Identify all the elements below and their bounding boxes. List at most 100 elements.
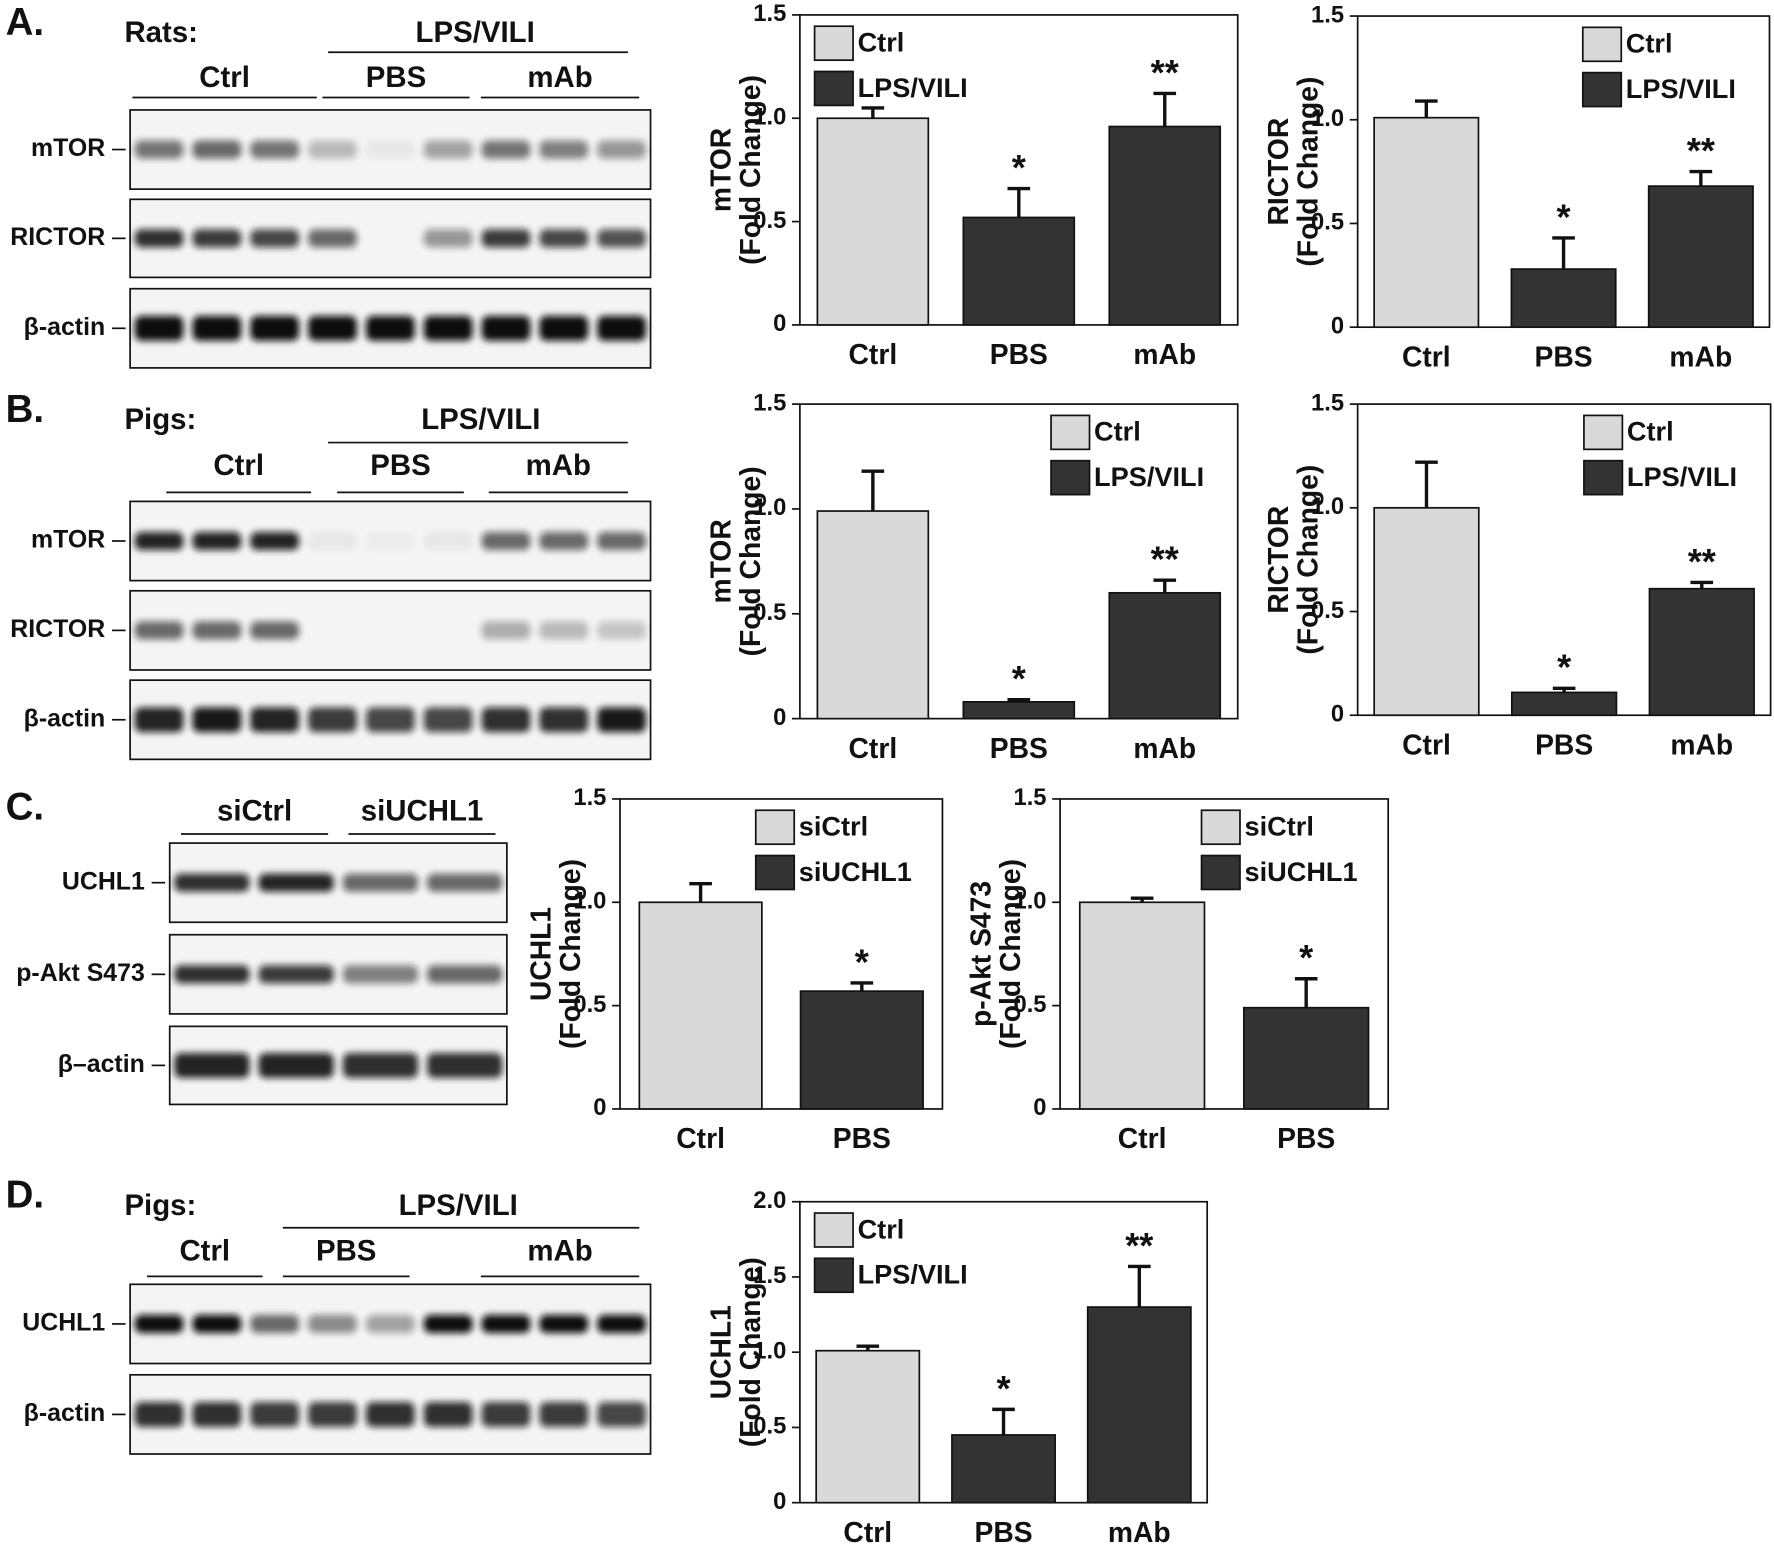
blot-band [258,873,334,892]
blot-band [134,621,184,640]
bar-chart: 0 0.5 1.0 1.5 RICTOR(Fold Change) Ctrl PBS mAb *… [1262,1,1771,372]
blot-band [365,140,415,159]
y-tick-label: 0 [593,1094,606,1121]
y-axis-label: (Fold Change) [994,859,1026,1049]
bar-chart: 0 0.5 1.0 1.5 RICTOR(Fold Change) Ctrl PBS mAb *… [1262,389,1772,760]
x-tick-label: Ctrl [849,732,898,764]
y-tick-label: 1.0 [1013,888,1046,915]
y-axis-label: (Fold Change) [734,75,766,265]
panel-label: D. [6,1173,44,1216]
blot-panel: D. Pigs: LPS/VILI Ctrl PBS mAb UCHL1 β-actin [6,1173,652,1455]
blot-band [134,707,184,733]
species-label: Rats: [124,16,198,49]
blot-panel: B. Pigs: LPS/VILI Ctrl PBS mAb mTOR RICTOR β-act… [6,388,652,761]
row-label: β–actin [58,1050,145,1078]
y-axis-label: (Fold Change) [734,466,766,656]
blot-band [481,1314,531,1333]
legend-swatch [1050,414,1091,451]
y-tick-label: 0.5 [1311,597,1344,624]
y-tick-label: 1.5 [573,784,606,811]
bar [1648,587,1755,717]
blot-band [342,965,419,984]
blot-band [258,965,334,984]
blot-band [192,1401,242,1427]
x-tick-label: Ctrl [1402,728,1451,760]
y-tick-label: 0 [773,310,786,337]
blot-band [539,1401,589,1427]
species-label: Pigs: [124,1189,196,1222]
legend-swatch [813,25,854,62]
blot-band [192,140,242,159]
bar [1510,268,1617,329]
blot-band [365,707,415,733]
blot-band [597,707,647,733]
x-tick-label: Ctrl [676,1122,725,1154]
legend-swatch [813,70,854,107]
blot-band [134,229,184,248]
blot-band [539,1314,589,1333]
blot-band [423,531,473,551]
blot-band [423,1314,473,1333]
y-axis-label: RICTOR [1262,506,1294,614]
group-label: LPS/VILI [416,16,535,49]
lane-label: Ctrl [213,449,264,482]
x-tick-label: Ctrl [1118,1122,1167,1154]
legend-swatch [1200,854,1241,891]
y-tick-label: 0.5 [1013,991,1046,1018]
legend-label: LPS/VILI [1626,73,1736,104]
blot-band [308,707,357,733]
y-axis-label: (Fold Change) [1292,465,1324,655]
blot-band [250,531,300,551]
legend-label: LPS/VILI [1627,461,1737,492]
blot-band [134,1401,184,1427]
blot-band [423,140,473,159]
significance-label: ** [1687,130,1716,171]
panel-label: C. [6,785,44,828]
x-tick-label: PBS [1277,1122,1335,1154]
row-label: β-actin [24,313,106,341]
significance-label: ** [1688,541,1717,582]
blot-band [539,315,589,341]
y-tick-label: 1.0 [753,494,786,521]
lane-label: PBS [366,61,426,94]
significance-label: ** [1125,1225,1154,1266]
significance-label: * [1012,147,1027,188]
lane-label: Ctrl [179,1234,230,1267]
blot-band [134,140,184,159]
bar [1078,901,1206,1110]
blot-band [597,1314,647,1333]
y-axis-label: RICTOR [1262,118,1294,226]
bar [1108,591,1222,720]
y-tick-label: 0 [1033,1094,1046,1121]
blot-panel: A. Rats: LPS/VILI Ctrl PBS mAb mTOR RICTOR β-act… [6,1,652,369]
y-tick-label: 0.5 [573,991,606,1018]
blot-band [258,1052,334,1078]
blot-band [192,531,242,551]
y-tick-label: 1.5 [753,389,786,416]
significance-label: * [1557,196,1572,237]
row-label: RICTOR [10,223,105,251]
blot-band [365,1314,415,1333]
bar-chart: 0 0.5 1.0 1.5 p-Akt S473(Fold Change) Ctrl PBS… [965,784,1390,1154]
blot-band [597,1401,647,1427]
lane-label: PBS [370,449,430,482]
blot-band [597,315,647,341]
bar [1242,1006,1370,1110]
lane-label: PBS [316,1234,376,1267]
y-tick-label: 1.5 [753,0,786,27]
blot-band [597,140,647,159]
y-axis-label: (Fold Change) [734,1257,766,1447]
legend-swatch [1581,26,1623,63]
bar [816,117,930,326]
y-tick-label: 1.0 [753,1337,786,1364]
blot-band [134,1314,184,1333]
x-tick-label: PBS [974,1516,1032,1547]
x-tick-label: Ctrl [1402,340,1451,372]
significance-label: * [996,1368,1011,1409]
x-tick-label: PBS [990,732,1048,764]
bar [951,1434,1056,1504]
y-tick-label: 0 [1331,312,1344,339]
blot-band [134,531,184,551]
y-tick-label: 2.0 [753,1187,786,1214]
